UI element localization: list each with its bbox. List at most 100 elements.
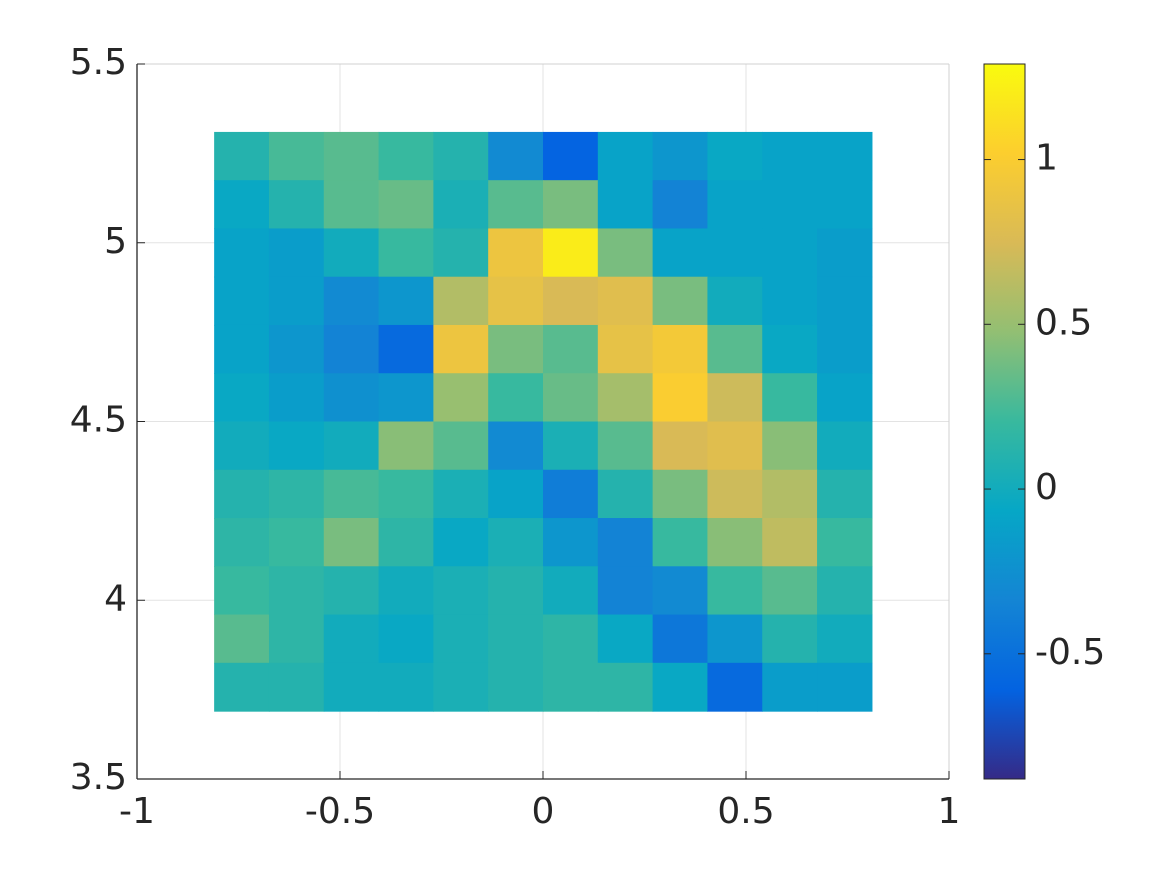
heat-cell: [268, 131, 325, 181]
y-tick-label: 3.5: [70, 757, 127, 798]
heat-cell: [323, 662, 380, 712]
heat-cell: [597, 421, 654, 471]
heat-cell: [652, 180, 709, 230]
heat-cell: [707, 662, 763, 712]
heat-cell: [433, 518, 489, 567]
heat-cell: [597, 228, 654, 278]
heat-cell: [268, 180, 325, 230]
heat-cell: [268, 373, 325, 423]
heat-cell: [488, 662, 544, 712]
colorbar: [983, 63, 1026, 780]
x-tick-label: -1: [119, 791, 155, 832]
heat-cell: [378, 373, 434, 423]
heat-cell: [433, 276, 489, 326]
heat-cell: [488, 373, 544, 423]
heat-cell: [817, 324, 873, 374]
y-tick-label: 5.5: [70, 42, 127, 83]
heat-cell: [762, 228, 818, 278]
heat-cell: [214, 421, 270, 471]
heat-cell: [543, 324, 599, 374]
heat-cell: [652, 662, 709, 712]
heat-cell: [323, 421, 380, 471]
heat-cell: [378, 662, 434, 712]
heat-cell: [268, 421, 325, 471]
heat-cell: [268, 614, 325, 664]
heat-cell: [707, 180, 763, 230]
heat-cell: [433, 566, 489, 616]
heat-cell: [597, 518, 654, 567]
heat-cell: [817, 131, 873, 181]
x-tick-label: 1: [938, 791, 961, 832]
heat-cell: [597, 324, 654, 374]
heat-cell: [707, 421, 763, 471]
heat-cell: [707, 131, 763, 181]
heat-cell: [652, 469, 709, 519]
heat-cell: [268, 324, 325, 374]
heat-cell: [597, 566, 654, 616]
heat-cell: [323, 180, 380, 230]
heat-cell: [652, 228, 709, 278]
heat-cell: [488, 566, 544, 616]
heat-cell: [323, 228, 380, 278]
heat-cell: [378, 421, 434, 471]
heat-cell: [597, 662, 654, 712]
heat-cell: [433, 131, 489, 181]
heat-cell: [817, 469, 873, 519]
heat-cell: [488, 469, 544, 519]
heat-cell: [652, 421, 709, 471]
heat-cell: [214, 180, 270, 230]
heat-cell: [268, 228, 325, 278]
heat-cell: [817, 180, 873, 230]
heat-cell: [543, 131, 599, 181]
heat-cell: [707, 276, 763, 326]
heat-cell: [597, 180, 654, 230]
heat-cell: [214, 131, 270, 181]
x-tick-label: 0.5: [717, 791, 774, 832]
heat-cell: [268, 662, 325, 712]
heat-cell: [652, 131, 709, 181]
heat-cell: [652, 518, 709, 567]
heat-cell: [488, 131, 544, 181]
heat-cell: [378, 276, 434, 326]
heat-cell: [707, 324, 763, 374]
heat-cell: [652, 566, 709, 616]
heat-cell: [214, 324, 270, 374]
heat-cell: [652, 614, 709, 664]
heat-cell: [433, 469, 489, 519]
heat-cell: [433, 421, 489, 471]
heat-cell: [488, 324, 544, 374]
heat-cell: [214, 566, 270, 616]
heat-cell: [378, 324, 434, 374]
heat-cell: [378, 614, 434, 664]
heat-cell: [707, 518, 763, 567]
heat-cell: [433, 614, 489, 664]
heat-cell: [762, 421, 818, 471]
heat-cell: [762, 662, 818, 712]
heat-cell: [707, 228, 763, 278]
heat-cell: [652, 324, 709, 374]
heat-cell: [762, 566, 818, 616]
heat-cell: [543, 373, 599, 423]
heat-cell: [433, 180, 489, 230]
heat-cell: [543, 662, 599, 712]
heat-cell: [323, 518, 380, 567]
heat-cell: [817, 662, 873, 712]
heat-cell: [597, 276, 654, 326]
heat-cell: [488, 276, 544, 326]
heat-cell: [597, 373, 654, 423]
heat-cell: [433, 324, 489, 374]
heat-cell: [323, 276, 380, 326]
heat-cell: [652, 373, 709, 423]
heat-cell: [323, 566, 380, 616]
heat-cell: [214, 228, 270, 278]
heat-cell: [378, 469, 434, 519]
heat-cell: [707, 469, 763, 519]
colorbar-tick-label: 0: [1035, 467, 1058, 508]
heat-cell: [433, 228, 489, 278]
heat-cell: [543, 276, 599, 326]
heat-cell: [817, 566, 873, 616]
heat-cell: [543, 180, 599, 230]
heat-cell: [817, 518, 873, 567]
heat-cell: [323, 614, 380, 664]
